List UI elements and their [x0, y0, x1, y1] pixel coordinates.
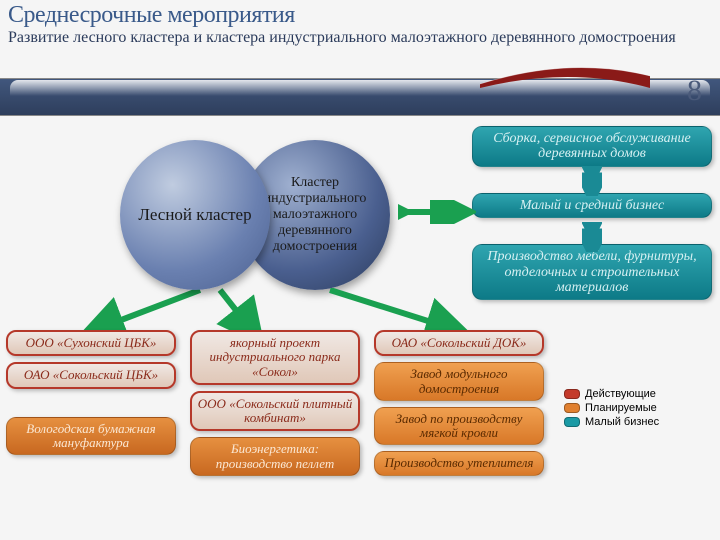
arrow-teal-vert2: [582, 222, 602, 252]
swoosh-decoration: [480, 64, 650, 88]
legend-swatch: [564, 417, 580, 427]
legend-item-existing: Действующие: [564, 388, 714, 400]
right-info-stack: Сборка, сервисное обслуживание деревянны…: [472, 126, 712, 308]
arrow-down-left: [80, 288, 280, 334]
info-box-smallbiz: Малый и средний бизнес: [472, 193, 712, 218]
pill-roofing: Завод по производству мягкой кровли: [374, 407, 544, 446]
legend-item-smallbiz: Малый бизнес: [564, 416, 714, 428]
page-title: Среднесрочные мероприятия: [0, 0, 720, 29]
arrow-down-right: [300, 288, 470, 334]
pill-modular: Завод модульного домостроения: [374, 362, 544, 401]
column-2: якорный проект индустриального парка «Со…: [190, 330, 360, 482]
legend-swatch: [564, 389, 580, 399]
legend: Действующие Планируемые Малый бизнес: [564, 388, 714, 430]
legend-swatch: [564, 403, 580, 413]
circle-label: Лесной кластер: [132, 199, 257, 231]
arrow-teal-vert1: [582, 166, 602, 196]
page-number: 8: [687, 74, 702, 108]
pill-anchor-sokol: якорный проект индустриального парка «Со…: [190, 330, 360, 385]
legend-item-planned: Планируемые: [564, 402, 714, 414]
info-box-assembly: Сборка, сервисное обслуживание деревянны…: [472, 126, 712, 167]
info-box-furniture: Производство мебели, фурнитуры, отделочн…: [472, 244, 712, 300]
circle-forest-cluster: Лесной кластер: [120, 140, 270, 290]
column-1: ООО «Сухонский ЦБК» ОАО «Сокольский ЦБК»…: [6, 330, 176, 461]
legend-label: Планируемые: [585, 402, 657, 414]
pill-sokolsky-cbk: ОАО «Сокольский ЦБК»: [6, 362, 176, 388]
pill-sokolsky-plate: ООО «Сокольский плитный комбинат»: [190, 391, 360, 432]
pill-vologda-paper: Вологодская бумажная мануфактура: [6, 417, 176, 456]
legend-label: Действующие: [585, 388, 656, 400]
legend-label: Малый бизнес: [585, 416, 659, 428]
pill-insulation: Производство утеплителя: [374, 451, 544, 475]
pill-bioenergy: Биоэнергетика: производство пеллет: [190, 437, 360, 476]
pill-sokolsky-dok: ОАО «Сокольский ДОК»: [374, 330, 544, 356]
column-3: ОАО «Сокольский ДОК» Завод модульного до…: [374, 330, 544, 482]
pill-sukhonsky: ООО «Сухонский ЦБК»: [6, 330, 176, 356]
arrow-green-right: [398, 200, 476, 224]
page-subtitle: Развитие лесного кластера и кластера инд…: [0, 29, 720, 53]
